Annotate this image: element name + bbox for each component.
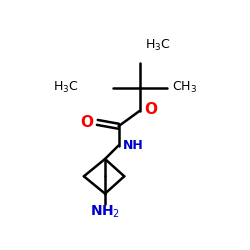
Text: NH: NH [123, 139, 144, 152]
Text: NH$_2$: NH$_2$ [90, 204, 120, 220]
Text: H$_3$C: H$_3$C [52, 80, 78, 95]
Text: CH$_3$: CH$_3$ [172, 80, 198, 95]
Text: O: O [80, 115, 93, 130]
Text: O: O [144, 102, 158, 118]
Text: H$_3$C: H$_3$C [146, 38, 171, 53]
